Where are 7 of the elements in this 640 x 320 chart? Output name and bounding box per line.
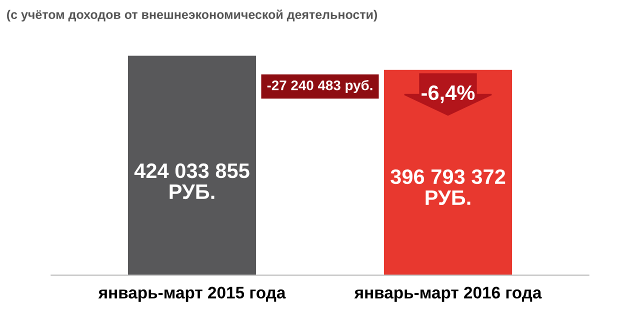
chart-subtitle: (с учётом доходов от внешнеэкономической деятельности) (7, 10, 378, 22)
annotation: -6,4% (422, 85, 475, 104)
x-tick-label: январь-март 2015 года (98, 286, 286, 302)
data-label: 396 793 372 РУБ. (390, 169, 506, 206)
data-label: 424 033 855 РУБ. (134, 163, 250, 200)
annotation: -27 240 483 руб. (267, 80, 372, 94)
x-tick-label: январь-март 2016 года (354, 286, 542, 302)
